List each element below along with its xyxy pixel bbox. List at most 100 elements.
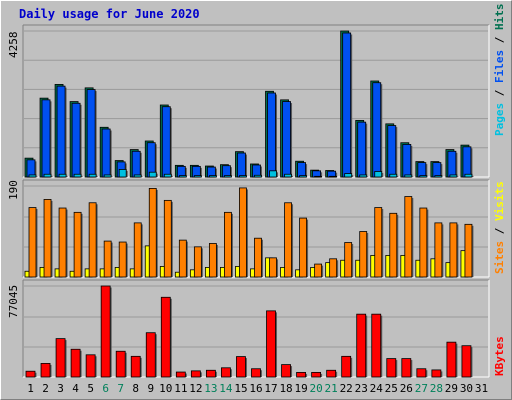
sites-bar: [359, 231, 368, 278]
day-label: 11: [174, 382, 187, 395]
sites-bar: [389, 212, 398, 278]
files-bar: [357, 121, 367, 178]
pages-bar: [103, 174, 112, 178]
pages-bar: [344, 173, 353, 178]
sites-bar: [163, 199, 172, 278]
legend-hits: Hits: [493, 4, 506, 31]
pages-bar: [163, 173, 172, 178]
kbytes-bar: [25, 370, 36, 378]
pages-bar: [359, 174, 368, 178]
sites-bar: [193, 246, 202, 278]
day-label: 16: [249, 382, 262, 395]
kbytes-bar: [236, 356, 246, 378]
kbytes-bar: [130, 355, 141, 378]
files-bar: [267, 92, 276, 178]
files-bar: [161, 106, 171, 178]
kbytes-bar: [85, 354, 96, 378]
sites-bar: [254, 237, 262, 278]
hits-max-label: 4258: [7, 32, 20, 59]
kbytes-bar: [70, 348, 81, 378]
legend-kbytes: KBytes: [493, 336, 506, 376]
day-label: 10: [159, 382, 172, 395]
pages-bar: [58, 173, 67, 178]
legend-pages: Pages: [493, 103, 506, 136]
legend-kbytes-label: KBytes: [493, 336, 506, 376]
day-label: 13: [204, 382, 217, 395]
files-bar: [372, 82, 382, 178]
files-bar: [342, 32, 352, 178]
sites-bar: [434, 222, 443, 278]
sites-bar: [314, 263, 323, 278]
pages-bar: [284, 173, 292, 178]
pages-bar: [449, 174, 458, 178]
pages-bar: [314, 175, 323, 178]
kbytes-bar: [356, 313, 367, 378]
sites-bar: [178, 239, 187, 278]
kbytes-bar: [40, 363, 51, 378]
files-bar: [417, 162, 427, 178]
pages-bar: [178, 175, 187, 178]
kbytes-bar: [100, 285, 111, 378]
day-label: 27: [415, 382, 428, 395]
files-bar: [26, 159, 36, 178]
day-label: 20: [310, 382, 323, 395]
day-label: 2: [42, 382, 49, 395]
kbytes-bar: [55, 338, 66, 378]
kbytes-bar: [341, 355, 352, 378]
day-label: 25: [385, 382, 398, 395]
sites-bar: [73, 211, 82, 278]
kbytes-bar: [386, 358, 397, 378]
files-bar: [71, 102, 81, 178]
pages-bar: [88, 173, 97, 178]
sites-bar: [374, 207, 383, 278]
files-bar: [462, 146, 472, 178]
kbytes-bar: [251, 368, 261, 378]
sites-bar: [404, 196, 413, 278]
day-label: 28: [430, 382, 443, 395]
sites-bar: [224, 211, 232, 278]
kbytes-bar: [431, 369, 442, 378]
day-label: 26: [400, 382, 413, 395]
legend-hits-files-pages: Pages / Files / Hits: [493, 4, 506, 137]
pages-bar: [73, 173, 82, 178]
files-bar: [86, 89, 96, 178]
legend-sites: Sites: [493, 241, 506, 274]
chart-title: Daily usage for June 2020: [19, 7, 200, 21]
kbytes-bar: [266, 310, 276, 378]
pages-bar: [28, 174, 37, 178]
day-label: 4: [72, 382, 79, 395]
day-label: 31: [475, 382, 488, 395]
pages-bar: [389, 173, 398, 178]
pages-bar: [148, 171, 157, 178]
day-label: 18: [279, 382, 292, 395]
pages-bar: [133, 174, 142, 178]
day-label: 7: [117, 382, 124, 395]
sites-bar: [88, 202, 97, 278]
files-bar: [131, 150, 141, 178]
sites-bar: [329, 258, 338, 278]
sites-bar: [419, 207, 428, 278]
sites-bar: [28, 207, 37, 278]
day-label: 22: [340, 382, 353, 395]
sites-bar: [148, 187, 157, 278]
day-label: 23: [355, 382, 368, 395]
files-bar: [432, 162, 442, 178]
kbytes-bar: [175, 371, 186, 378]
files-bar: [41, 99, 51, 178]
legend-sep: /: [493, 221, 506, 241]
pages-bar: [239, 175, 247, 178]
sites-bar: [449, 222, 458, 278]
kbytes-bar: [401, 358, 412, 378]
pages-bar: [118, 169, 127, 178]
sites-bar: [133, 222, 142, 278]
day-label: 5: [87, 382, 94, 395]
kbytes-bar: [190, 370, 201, 378]
legend-sep: /: [493, 30, 506, 50]
kbytes-bar: [371, 313, 382, 378]
files-bar: [282, 101, 291, 178]
pages-bar: [329, 175, 338, 178]
day-label: 9: [147, 382, 154, 395]
kbytes-bar: [281, 364, 291, 378]
legend-files: Files: [493, 50, 506, 83]
sites-bar: [208, 243, 217, 278]
